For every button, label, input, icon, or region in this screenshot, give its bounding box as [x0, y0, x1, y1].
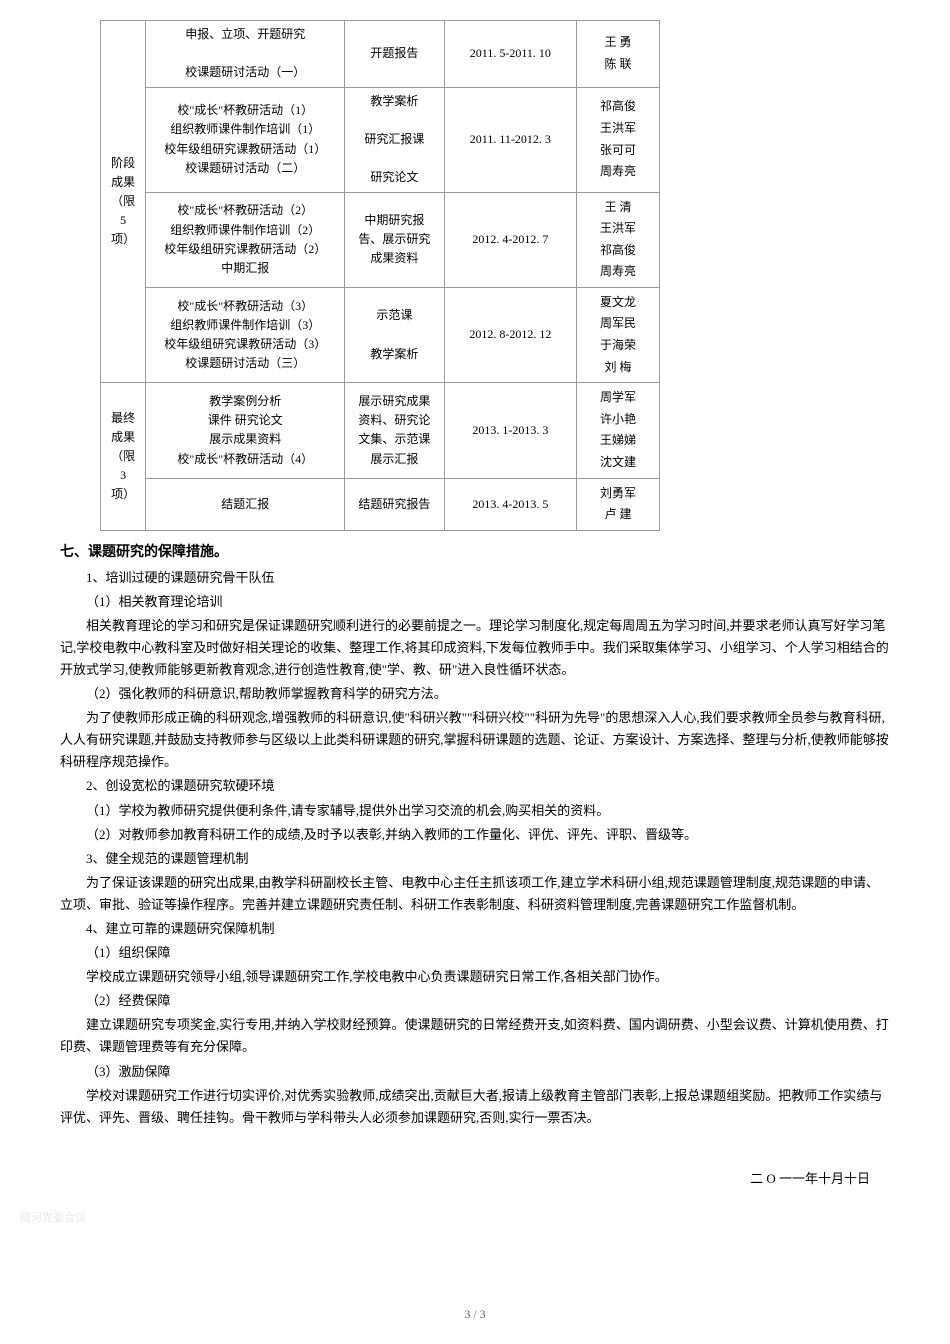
- activity-cell: 校"成长"杯教研活动（3） 组织教师课件制作培训（3） 校年级组研究课教研活动（…: [146, 287, 345, 382]
- content-section: 七、课题研究的保障措施。 1、培训过硬的课题研究骨干队伍 （1）相关教育理论培训…: [60, 541, 890, 1129]
- item-text: （2）对教师参加教育科研工作的成绩,及时予以表彰,并纳入教师的工作量化、评优、评…: [60, 824, 890, 846]
- subsection-title: 4、建立可靠的课题研究保障机制: [60, 918, 890, 940]
- activity-cell: 申报、立项、开题研究 校课题研讨活动（一）: [146, 21, 345, 88]
- activity-cell: 结题汇报: [146, 478, 345, 530]
- item-title: （2）强化教师的科研意识,帮助教师掌握教育科学的研究方法。: [60, 683, 890, 705]
- body-text: 为了使教师形成正确的科研观念,增强教师的科研意识,使"科研兴教""科研兴校""科…: [60, 707, 890, 773]
- output-cell: 开题报告: [345, 21, 444, 88]
- date-cell: 2013. 1-2013. 3: [444, 383, 577, 478]
- output-cell: 中期研究报 告、展示研究 成果资料: [345, 192, 444, 287]
- phase-label-2: 最终 成果 （限3 项）: [101, 383, 146, 531]
- body-text: 为了保证该课题的研究出成果,由教学科研副校长主管、电教中心主任主抓该项工作,建立…: [60, 872, 890, 916]
- activity-cell: 校"成长"杯教研活动（2） 组织教师课件制作培训（2） 校年级组研究课教研活动（…: [146, 192, 345, 287]
- date-cell: 2012. 4-2012. 7: [444, 192, 577, 287]
- body-text: 学校对课题研究工作进行切实评价,对优秀实验教师,成绩突出,贡献巨大者,报请上级教…: [60, 1085, 890, 1129]
- item-title: （1）相关教育理论培训: [60, 591, 890, 613]
- activity-cell: 校"成长"杯教研活动（1） 组织教师课件制作培训（1） 校年级组研究课教研活动（…: [146, 87, 345, 192]
- names-cell: 周学军 许小艳 王娣娣 沈文建: [577, 383, 660, 478]
- body-text: 相关教育理论的学习和研究是保证课题研究顺利进行的必要前提之一。理论学习制度化,规…: [60, 615, 890, 681]
- subsection-title: 1、培训过硬的课题研究骨干队伍: [60, 567, 890, 589]
- page-number: 3 / 3: [0, 1305, 950, 1324]
- item-text: （1）学校为教师研究提供便利条件,请专家辅导,提供外出学习交流的机会,购买相关的…: [60, 800, 890, 822]
- body-text: 学校成立课题研究领导小组,领导课题研究工作,学校电教中心负责课题研究日常工作,各…: [60, 966, 890, 988]
- names-cell: 祁高俊 王洪军 张可可 周寿亮: [577, 87, 660, 192]
- phase-label-1: 阶段 成果 （限5 项）: [101, 21, 146, 383]
- body-text: 建立课题研究专项奖金,实行专用,并纳入学校财经预算。使课题研究的日常经费开支,如…: [60, 1014, 890, 1058]
- date-cell: 2011. 5-2011. 10: [444, 21, 577, 88]
- document-date: 二 O 一一年十月十日: [60, 1169, 870, 1190]
- watermark-text: 随河党委会议: [20, 1210, 890, 1228]
- names-cell: 王 勇 陈 联: [577, 21, 660, 88]
- section-title: 七、课题研究的保障措施。: [60, 541, 890, 565]
- date-cell: 2013. 4-2013. 5: [444, 478, 577, 530]
- output-cell: 示范课 教学案析: [345, 287, 444, 382]
- subsection-title: 3、健全规范的课题管理机制: [60, 848, 890, 870]
- research-schedule-table: 阶段 成果 （限5 项） 申报、立项、开题研究 校课题研讨活动（一） 开题报告 …: [100, 20, 660, 531]
- output-cell: 教学案析 研究汇报课 研究论文: [345, 87, 444, 192]
- item-title: （2）经费保障: [60, 990, 890, 1012]
- date-cell: 2011. 11-2012. 3: [444, 87, 577, 192]
- output-cell: 结题研究报告: [345, 478, 444, 530]
- names-cell: 夏文龙 周军民 于海荣 刘 梅: [577, 287, 660, 382]
- output-cell: 展示研究成果 资料、研究论 文集、示范课 展示汇报: [345, 383, 444, 478]
- item-title: （3）激励保障: [60, 1061, 890, 1083]
- date-cell: 2012. 8-2012. 12: [444, 287, 577, 382]
- subsection-title: 2、创设宽松的课题研究软硬环境: [60, 775, 890, 797]
- activity-cell: 教学案例分析 课件 研究论文 展示成果资料 校"成长"杯教研活动（4）: [146, 383, 345, 478]
- names-cell: 刘勇军 卢 建: [577, 478, 660, 530]
- names-cell: 王 清 王洪军 祁高俊 周寿亮: [577, 192, 660, 287]
- item-title: （1）组织保障: [60, 942, 890, 964]
